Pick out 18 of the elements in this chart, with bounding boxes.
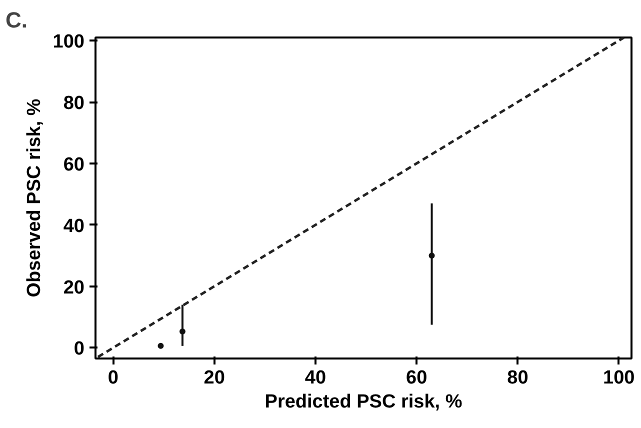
y-tick-label: 80 <box>63 93 85 114</box>
y-tick-label: 0 <box>74 338 85 360</box>
x-tick-label: 80 <box>507 368 528 388</box>
y-tick-label: 100 <box>52 32 84 53</box>
y-tick-label: 20 <box>63 277 85 298</box>
x-tick-label: 20 <box>204 368 225 388</box>
y-tick-label: 40 <box>63 216 85 237</box>
x-tick-label: 100 <box>603 368 635 388</box>
y-tick-label: 60 <box>63 154 85 176</box>
x-tick-label: 60 <box>406 368 428 388</box>
point <box>428 252 435 259</box>
point <box>179 328 186 334</box>
text: C. <box>6 8 28 32</box>
x-axis-title: Predicted PSC risk, % <box>264 392 462 412</box>
x-tick-label: 0 <box>108 368 118 388</box>
point <box>158 342 164 349</box>
y-axis-title: Observed PSC risk, % <box>24 98 45 298</box>
x-tick-label: 40 <box>304 368 326 388</box>
